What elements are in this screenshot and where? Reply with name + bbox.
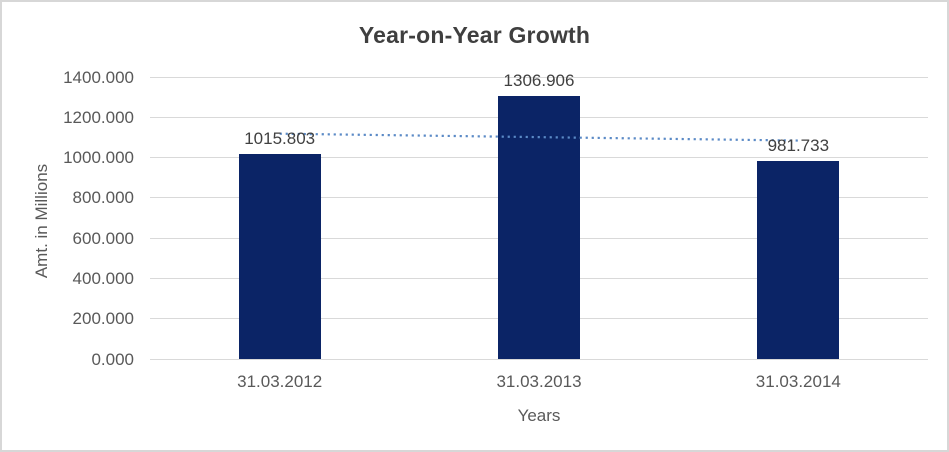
y-tick-label: 800.000 — [72, 188, 134, 208]
plot-area: 1015.803 1306.906 981.733 — [150, 71, 928, 360]
bar-31.03.2014 — [757, 161, 840, 359]
x-tick-label: 31.03.2013 — [496, 372, 582, 391]
y-tick-label: 0.000 — [91, 349, 134, 369]
trendline — [279, 132, 799, 142]
y-tick-label: 400.000 — [72, 268, 134, 288]
data-label: 981.733 — [767, 136, 830, 156]
y-tick-label: 1000.000 — [63, 148, 134, 168]
gridline — [150, 76, 928, 78]
data-label: 1306.906 — [503, 70, 575, 90]
x-tick-label: 31.03.2012 — [237, 372, 323, 391]
data-label: 1015.803 — [244, 129, 316, 149]
bar-31.03.2012 — [238, 154, 321, 359]
bar-31.03.2013 — [498, 95, 580, 359]
y-tick-label: 1400.000 — [63, 67, 134, 87]
y-tick-label: 600.000 — [72, 228, 134, 248]
y-axis-title: Amt. in Millions — [32, 163, 51, 279]
y-tick-label: 1200.000 — [63, 107, 134, 127]
chart-title: Year-on-Year Growth — [358, 22, 591, 48]
x-tick-label: 31.03.2014 — [755, 372, 841, 391]
gridline — [150, 358, 928, 360]
x-axis-title: Years — [517, 406, 561, 425]
y-tick-label: 200.000 — [72, 309, 134, 329]
